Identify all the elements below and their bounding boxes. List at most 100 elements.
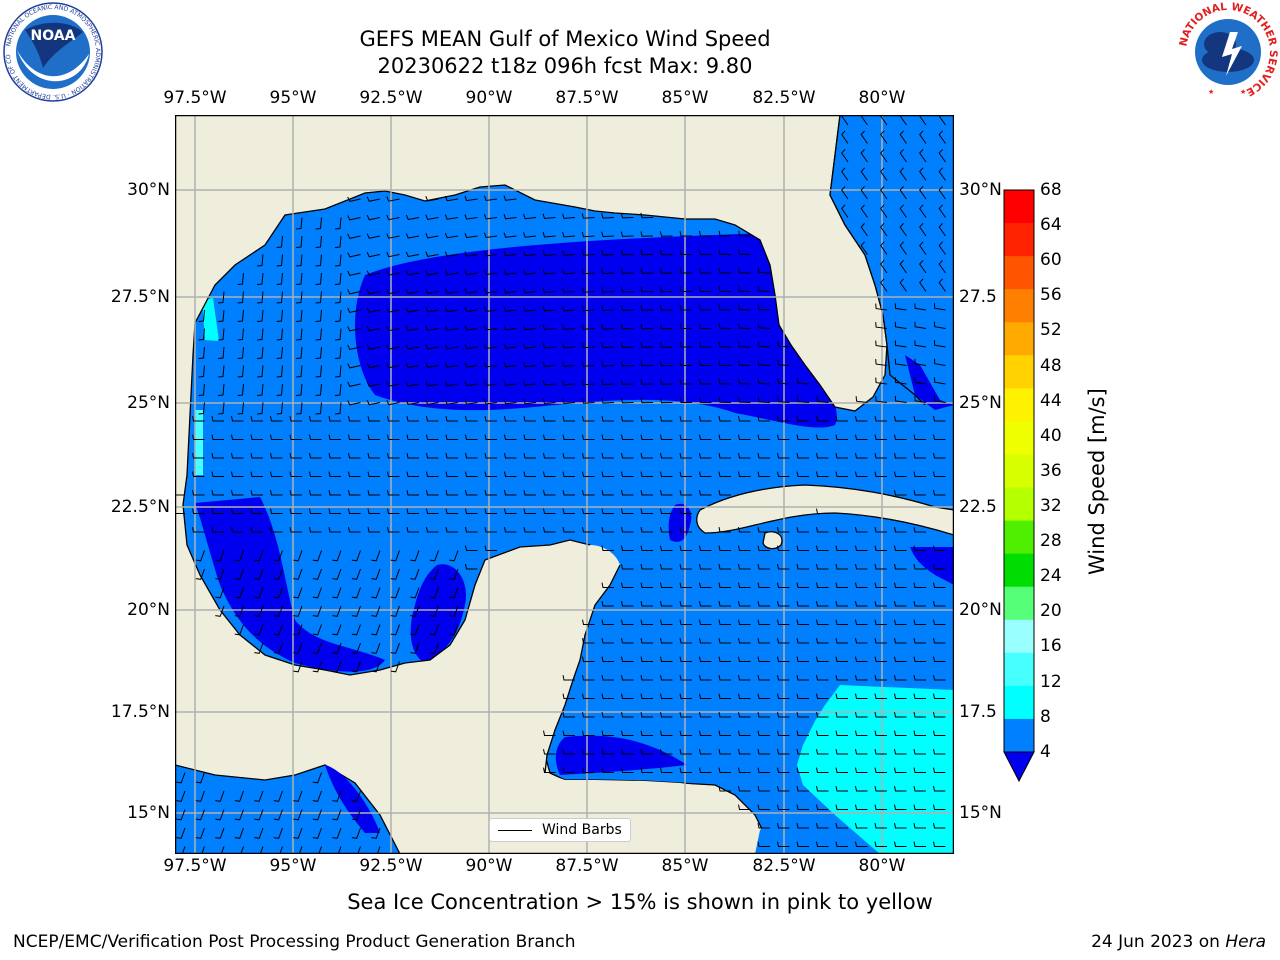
wind-barb (192, 508, 205, 514)
wind-barb (296, 328, 303, 341)
wind-barb (542, 343, 556, 349)
wind-barb (933, 675, 946, 681)
wind-barb (660, 693, 673, 699)
wind-barb (405, 362, 420, 369)
wind-barb (504, 490, 517, 496)
wind-barb (738, 656, 751, 662)
wind-barb (679, 545, 692, 551)
wind-barb (679, 675, 692, 681)
wind-barb (293, 809, 303, 821)
wind-barb (312, 809, 322, 821)
wind-barb (659, 379, 673, 385)
wind-barb (276, 254, 283, 267)
wind-barb (293, 550, 303, 562)
wind-barb (679, 712, 692, 718)
wind-barb (484, 434, 497, 440)
wind-barb (504, 471, 517, 477)
wind-barb (919, 222, 927, 237)
wind-barb (582, 434, 595, 440)
ocean-lt4-west (195, 497, 385, 672)
wind-barb (582, 527, 595, 533)
wind-barb (237, 383, 244, 396)
wind-barb (237, 291, 244, 304)
wind-barb (913, 453, 926, 459)
wind-barb (234, 809, 244, 821)
wind-barb (777, 841, 790, 847)
wind-barb (835, 453, 848, 459)
wind-barb (175, 513, 185, 514)
wind-barb (816, 786, 829, 792)
wind-barb (679, 342, 692, 348)
wind-barb (913, 823, 926, 829)
wind-barb (335, 383, 342, 396)
wind-barb (351, 624, 361, 636)
wind-barb (234, 550, 244, 562)
wind-barb (913, 527, 926, 533)
wind-barb (335, 309, 342, 322)
wind-barb (777, 693, 790, 699)
wind-barb (366, 326, 381, 332)
wind-barb (699, 267, 712, 274)
colorbar-tick: 4 (1040, 742, 1051, 762)
wind-barb (503, 306, 517, 312)
wind-barb (198, 383, 205, 396)
wind-barb (483, 362, 498, 368)
wind-barb (582, 471, 595, 477)
wind-barb (465, 490, 478, 496)
wind-barb (366, 363, 381, 369)
lat-label-right: 20°N (959, 600, 1002, 620)
wind-barb (523, 527, 536, 533)
wind-barb (215, 790, 225, 802)
wind-barb (237, 365, 244, 378)
wind-barb (257, 291, 264, 304)
wind-barb (659, 268, 673, 274)
wind-barb (933, 619, 946, 625)
wind-barb (913, 693, 926, 699)
wind-barb (195, 772, 205, 784)
wind-barb (296, 235, 303, 248)
wind-barb (328, 508, 341, 514)
wind-barb (718, 693, 731, 699)
wind-barb (276, 346, 283, 359)
wind-barb (620, 212, 634, 219)
wind-barb (913, 749, 926, 755)
wind-barb (464, 306, 478, 313)
wind-barb (919, 278, 927, 292)
wind-barb (874, 712, 887, 718)
wind-barb (562, 324, 576, 330)
wind-barb (659, 360, 673, 367)
wind-barb (504, 416, 517, 422)
wind-barb (913, 656, 926, 662)
colorbar-swatch (1004, 553, 1034, 588)
wind-barb (796, 434, 809, 440)
wind-barb (371, 550, 381, 562)
wind-barb (816, 545, 829, 551)
wind-barb (542, 361, 556, 368)
lon-label-bottom: 85°W (661, 856, 709, 876)
wind-barb (347, 270, 361, 276)
ocean-lt4-campeche (410, 564, 466, 663)
wind-barb (919, 241, 927, 255)
wind-barb (562, 712, 575, 718)
wind-barb (231, 490, 244, 496)
wind-barb (855, 841, 868, 847)
wind-barb (855, 823, 868, 829)
wind-barb (445, 527, 458, 533)
wind-barb (894, 675, 907, 681)
wind-barb (913, 490, 926, 496)
wind-barb (874, 767, 887, 773)
wind-barb (309, 453, 322, 459)
wind-barb (640, 397, 654, 404)
wind-barb (464, 380, 478, 387)
wind-barb (464, 325, 478, 331)
wind-barb (406, 453, 419, 459)
wind-barb (874, 434, 887, 440)
wind-barb (796, 823, 809, 829)
wind-barb (796, 545, 809, 551)
wind-barb (337, 846, 342, 854)
wind-barb (777, 527, 790, 533)
wind-barb (777, 453, 790, 459)
wind-barb (366, 344, 381, 350)
ocean-lt4-central (354, 233, 837, 428)
wind-barb (429, 605, 439, 617)
